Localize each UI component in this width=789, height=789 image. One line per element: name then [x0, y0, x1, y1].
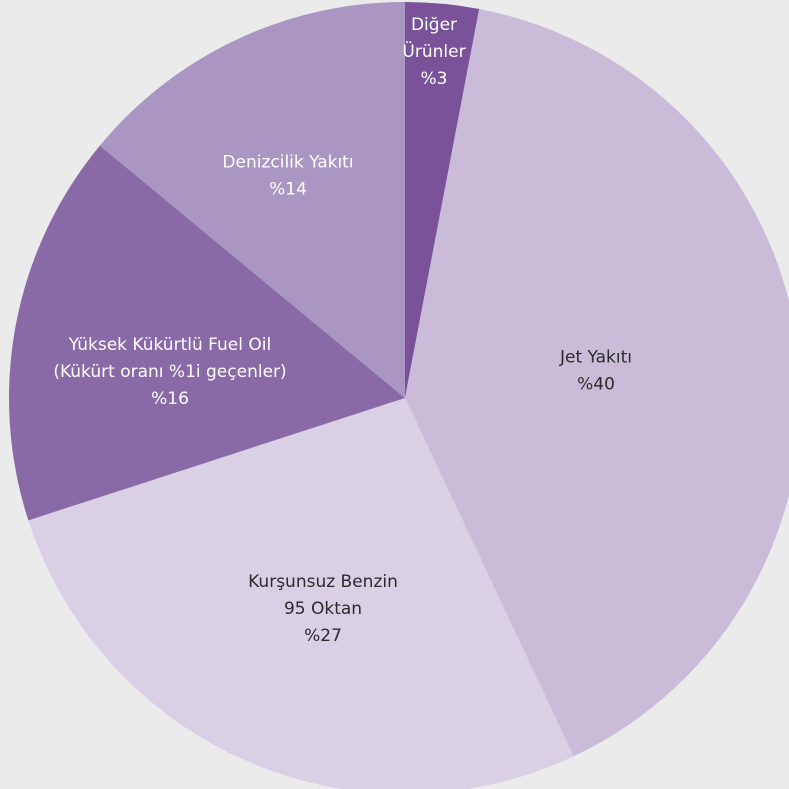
pie-slice-label-line: Kurşunsuz Benzin: [248, 572, 398, 592]
pie-slice-label-line: Ürünler: [402, 40, 465, 62]
pie-slice-label-line: %3: [421, 69, 448, 89]
pie-slice-1: [405, 9, 789, 757]
pie-slice-label-line: 95 Oktan: [284, 599, 362, 619]
pie-slice-0: [405, 1, 480, 398]
pie-slice-label-4: Denizcilik Yakıtı %14: [222, 153, 353, 200]
pie-slice-label-line: %16: [151, 389, 189, 409]
pie-slice-label-2: Kurşunsuz Benzin 95 Oktan %27: [248, 572, 398, 646]
pie-slice-label-line: Denizcilik Yakıtı: [222, 153, 353, 173]
pie-slice-label-line: Yüksek Kükürtlü Fuel Oil: [68, 335, 271, 355]
pie-slice-label-line: %40: [577, 375, 615, 395]
pie-slice-label-line: Diğer: [411, 15, 457, 35]
pie-slice-label-line: Jet Yakıtı: [559, 348, 632, 368]
pie-slice-label-line: (Kükürt oranı %1i geçenler): [53, 362, 286, 382]
pie-slice-label-0: Diğer Ürünler %3: [402, 15, 465, 89]
pie-slice-label-line: %14: [269, 180, 307, 200]
pie-slice-label-line: %27: [304, 626, 342, 646]
pie-slice-2: [28, 398, 574, 789]
pie-slice-3: [8, 145, 405, 521]
pie-slice-label-3: Yüksek Kükürtlü Fuel Oil (Kükürt oranı %1…: [53, 335, 286, 409]
pie-slice-4: [99, 2, 405, 398]
pie-slice-label-1: Jet Yakıtı %40: [559, 348, 632, 395]
